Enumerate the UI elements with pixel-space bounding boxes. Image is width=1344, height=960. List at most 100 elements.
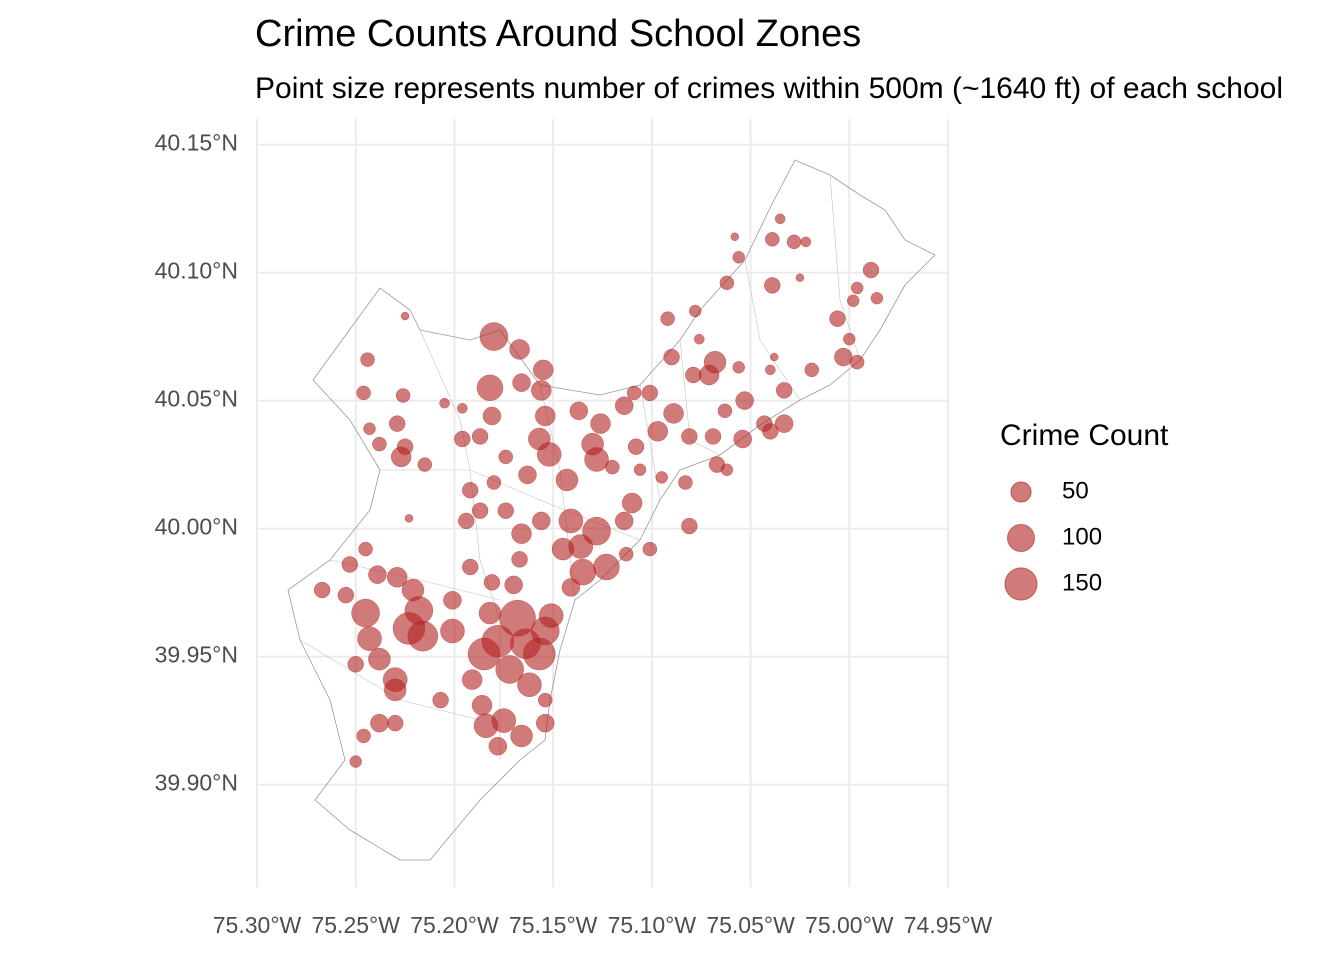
crime-point [471, 502, 489, 519]
crime-point [483, 574, 501, 591]
crime-point [633, 463, 647, 476]
crime-point [356, 385, 371, 401]
crime-point [337, 586, 355, 604]
crime-point [561, 578, 581, 597]
crime-point [536, 713, 555, 733]
crime-point [685, 366, 702, 384]
city-boundary [287, 159, 936, 861]
crime-point [862, 261, 880, 279]
crime-point [762, 423, 779, 440]
crime-point [774, 414, 794, 433]
crime-point [401, 578, 425, 602]
crime-point [479, 322, 509, 351]
y-tick-label: 39.90°N [155, 770, 238, 796]
crime-point [614, 511, 634, 531]
crime-point [764, 277, 781, 294]
crime-point [536, 442, 562, 467]
crime-point [532, 511, 551, 531]
crime-point [368, 647, 391, 671]
crime-point [765, 232, 780, 247]
crime-point [497, 502, 514, 519]
legend-symbol [1004, 567, 1038, 601]
crime-point [347, 656, 364, 673]
crime-point [404, 596, 434, 625]
crime-point [461, 558, 479, 576]
crime-point [386, 714, 404, 732]
crime-point [458, 512, 475, 530]
crime-point [698, 364, 720, 386]
crime-point [357, 626, 382, 651]
crime-point [370, 713, 389, 733]
crime-point [569, 401, 589, 421]
crime-point [590, 413, 611, 434]
crime-point [719, 275, 735, 291]
crime-point [439, 397, 450, 409]
x-tick-label: 75.20°W [410, 912, 499, 938]
crime-point [847, 294, 860, 307]
crime-point [717, 403, 733, 419]
tract-lines [299, 174, 861, 760]
crime-point [457, 402, 468, 414]
crime-point [551, 537, 575, 561]
crime-point [360, 352, 375, 367]
crime-point [581, 432, 604, 456]
crime-point [495, 655, 524, 684]
crime-point [800, 236, 812, 248]
crime-point [626, 385, 642, 401]
legend-label: 50 [1062, 477, 1089, 504]
crime-point [775, 382, 793, 399]
crime-point [693, 333, 705, 345]
crime-point [443, 591, 462, 610]
crime-point [467, 637, 501, 671]
crime-point [417, 457, 433, 472]
crime-point [795, 273, 805, 282]
crime-point [533, 359, 554, 381]
crime-point [461, 481, 479, 499]
crime-point [461, 669, 483, 690]
crime-point [786, 234, 802, 250]
crime-point [383, 678, 407, 702]
crime-point [358, 541, 373, 557]
crime-point [558, 508, 584, 534]
y-tick-label: 40.10°N [155, 258, 238, 284]
crime-point [647, 421, 668, 442]
crime-point [681, 428, 698, 445]
y-tick-label: 40.15°N [155, 130, 238, 156]
crime-point [509, 339, 530, 360]
crime-point [368, 565, 387, 584]
crime-point [356, 728, 371, 744]
crime-point [498, 449, 514, 465]
legend-symbol [1007, 524, 1035, 552]
crime-point [512, 373, 531, 392]
crime-point [555, 468, 579, 492]
crime-point [660, 311, 675, 326]
crime-point [843, 332, 856, 346]
crime-point [642, 541, 658, 557]
crime-point [735, 391, 754, 410]
grid [256, 119, 949, 887]
crime-point [849, 354, 865, 370]
crime-point [517, 672, 542, 698]
crime-point [641, 384, 659, 402]
crime-point [663, 348, 680, 366]
crime-point [732, 361, 745, 374]
y-tick-label: 40.00°N [155, 514, 238, 540]
crime-point [850, 281, 864, 295]
crime-point [511, 551, 528, 568]
x-tick-label: 75.25°W [311, 912, 400, 938]
crime-point [395, 388, 411, 403]
crime-point [488, 736, 508, 756]
crime-point [388, 415, 406, 432]
crime-point [689, 304, 702, 318]
points [313, 213, 884, 768]
crime-point [704, 428, 722, 445]
x-tick-label: 75.05°W [706, 912, 795, 938]
crime-point [486, 475, 502, 490]
legend: 50 100 150 [1004, 477, 1102, 601]
crime-point [351, 598, 380, 628]
x-tick-label: 75.10°W [608, 912, 697, 938]
crime-point [504, 575, 523, 595]
crime-point [870, 291, 884, 305]
legend-label: 150 [1062, 569, 1102, 596]
crime-point [804, 362, 820, 378]
